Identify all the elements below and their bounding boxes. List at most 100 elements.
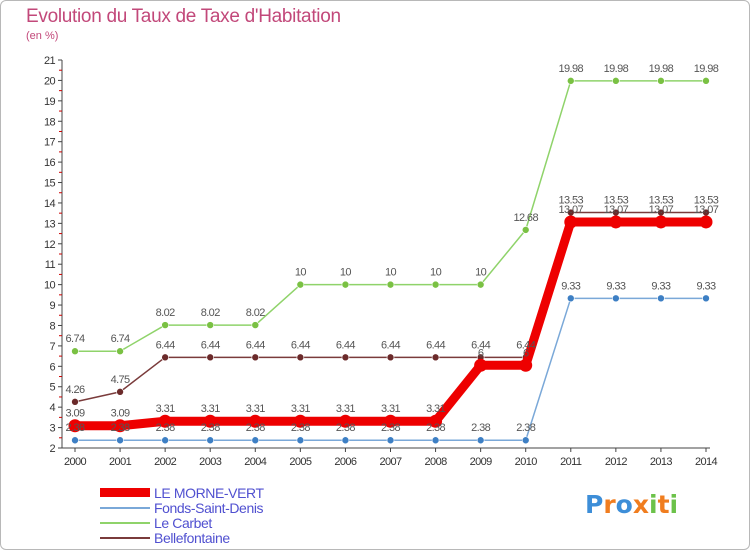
data-label: 13.07 — [559, 204, 584, 216]
data-label: 13.53 — [604, 195, 629, 207]
data-label: 13.07 — [604, 204, 629, 216]
data-label: 8.02 — [156, 307, 175, 319]
legend-label: LE MORNE-VERT — [154, 484, 264, 501]
logo-letter: P — [585, 490, 604, 519]
data-label: 6 — [523, 347, 529, 359]
y-tick-label: 12 — [44, 239, 56, 251]
data-point — [612, 294, 620, 303]
legend-label: Fonds-Saint-Denis — [154, 499, 264, 516]
data-point — [654, 215, 668, 229]
data-point — [248, 414, 262, 428]
y-tick-label: 8 — [49, 320, 55, 332]
data-point — [71, 347, 79, 356]
data-point — [68, 419, 82, 433]
data-label: 6 — [478, 347, 484, 359]
data-label: 9.33 — [561, 280, 580, 292]
data-point — [251, 353, 260, 362]
y-tick-label: 15 — [44, 178, 56, 190]
data-point — [161, 321, 169, 329]
data-label: 2.38 — [291, 422, 310, 434]
data-point — [116, 436, 124, 445]
data-label: 6.44 — [291, 339, 310, 351]
x-tick-label: 2014 — [695, 456, 718, 468]
logo-letter: r — [603, 490, 616, 519]
data-label: 12.68 — [513, 212, 538, 224]
data-point — [203, 414, 217, 428]
y-tick-label: 19 — [44, 96, 56, 108]
data-point — [699, 215, 713, 229]
data-point — [341, 436, 350, 445]
legend-item: Bellefontaine — [100, 529, 264, 546]
x-tick-label: 2000 — [64, 456, 87, 468]
data-point — [702, 294, 710, 303]
chart-unit: (en %) — [26, 30, 59, 42]
data-point — [612, 77, 620, 85]
data-label: 6.44 — [381, 339, 400, 351]
x-tick-label: 2010 — [515, 456, 538, 468]
logo-letter: i — [649, 490, 658, 519]
y-tick-label: 5 — [49, 382, 55, 394]
data-label: 2.38 — [201, 422, 220, 434]
data-point — [657, 77, 665, 85]
legend-label: Bellefontaine — [154, 529, 230, 546]
data-label: 13.07 — [649, 204, 674, 216]
x-tick-label: 2001 — [109, 456, 132, 468]
x-tick-label: 2008 — [425, 456, 448, 468]
legend-item: Fonds-Saint-Denis — [100, 499, 264, 516]
data-label: 2.38 — [516, 422, 535, 434]
y-tick-label: 14 — [44, 198, 56, 210]
data-label: 8.02 — [246, 307, 265, 319]
legend-swatch — [100, 506, 150, 509]
data-label: 19.98 — [604, 63, 629, 75]
data-point — [71, 436, 79, 445]
y-tick-label: 9 — [49, 300, 55, 312]
data-label: 2.38 — [426, 422, 445, 434]
data-point — [384, 414, 397, 428]
data-label: 3.31 — [291, 403, 310, 415]
data-point — [296, 280, 305, 289]
logo-letter: o — [615, 490, 633, 519]
data-label: 3.31 — [246, 403, 265, 415]
data-label: 6.44 — [516, 339, 535, 351]
x-tick-label: 2005 — [289, 456, 312, 468]
data-point — [566, 294, 575, 303]
data-label: 2.38 — [111, 422, 130, 434]
logo-letter: i — [669, 490, 679, 519]
data-point — [431, 436, 440, 445]
data-point — [386, 436, 395, 445]
data-point — [431, 353, 440, 362]
x-tick-label: 2011 — [560, 456, 582, 468]
data-point — [116, 347, 124, 356]
data-label: 3.31 — [201, 403, 220, 415]
data-point — [206, 321, 215, 329]
data-label: 4.26 — [65, 384, 84, 396]
x-tick-label: 2013 — [650, 456, 673, 468]
data-point — [386, 353, 395, 362]
data-label: 8.02 — [201, 307, 220, 319]
data-point — [116, 388, 124, 396]
x-tick-label: 2002 — [154, 456, 177, 468]
data-point — [161, 436, 169, 445]
data-point — [158, 414, 172, 428]
data-label: 10 — [340, 267, 352, 279]
data-label: 6.44 — [201, 339, 220, 351]
x-tick-label: 2012 — [605, 456, 628, 468]
legend-swatch — [100, 521, 150, 524]
x-tick-label: 2009 — [470, 456, 493, 468]
data-label: 13.53 — [649, 195, 674, 207]
y-tick-label: 2 — [49, 443, 55, 455]
data-point — [341, 353, 350, 362]
data-point — [341, 280, 350, 289]
data-point — [338, 414, 352, 428]
data-label: 2.38 — [381, 422, 400, 434]
data-point — [113, 419, 127, 433]
data-label: 6.44 — [156, 339, 175, 351]
legend-swatch — [100, 488, 150, 497]
data-point — [521, 226, 530, 234]
data-label: 4.75 — [111, 374, 130, 386]
data-label: 10 — [295, 267, 307, 279]
data-point — [474, 358, 488, 372]
data-point — [251, 321, 260, 329]
data-point — [564, 215, 578, 229]
data-label: 6.44 — [426, 339, 445, 351]
